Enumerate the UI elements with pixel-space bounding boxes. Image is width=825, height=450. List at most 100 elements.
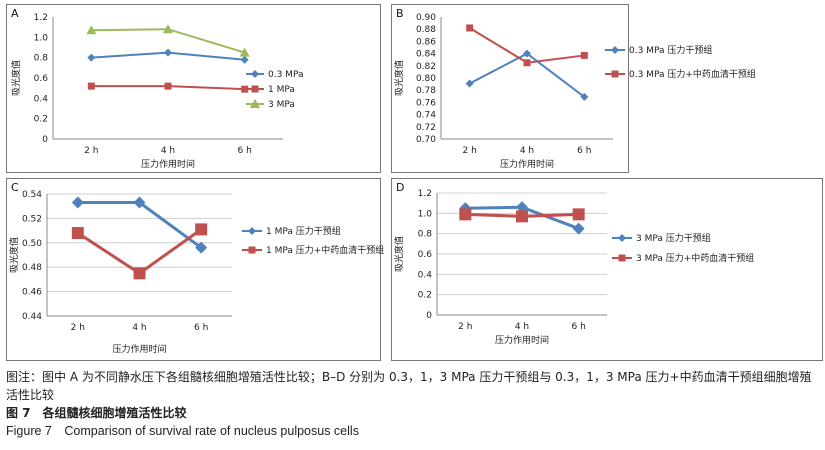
caption-english-title: Figure 7 Comparison of survival rate of … xyxy=(6,424,359,438)
panel-border xyxy=(391,4,629,173)
x-tick-label: 4 h xyxy=(520,146,534,156)
x-axis-title: 压力作用时间 xyxy=(141,158,195,170)
y-tick-label: 0 xyxy=(426,311,432,321)
data-point xyxy=(163,24,173,34)
legend-entry: 3 MPa 压力+中药血清干预组 xyxy=(612,252,754,264)
y-tick-label: 0.90 xyxy=(416,13,436,23)
data-point xyxy=(87,82,95,90)
x-tick-label: 2 h xyxy=(463,146,477,156)
data-point xyxy=(164,82,172,90)
x-tick-label: 6 h xyxy=(577,146,591,156)
x-tick-label: 6 h xyxy=(572,322,586,332)
legend-marker xyxy=(250,99,260,108)
legend-entry: 3 MPa 压力干预组 xyxy=(612,232,711,244)
y-tick-label: 0.8 xyxy=(418,230,433,240)
y-tick-label: 0.52 xyxy=(22,214,42,224)
x-tick-label: 4 h xyxy=(132,323,146,333)
x-axis-title: 压力作用时间 xyxy=(112,343,166,355)
x-tick-label: 6 h xyxy=(194,323,208,333)
legend-marker xyxy=(251,85,259,93)
y-tick-label: 0.8 xyxy=(34,54,49,64)
y-tick-label: 0.44 xyxy=(22,312,42,322)
x-axis-title: 压力作用时间 xyxy=(495,334,549,346)
y-tick-label: 0.4 xyxy=(34,94,49,104)
y-axis-title: 吸光度值 xyxy=(10,60,22,96)
y-tick-label: 0.6 xyxy=(418,250,433,260)
series-1 xyxy=(465,49,589,101)
data-point xyxy=(465,79,474,88)
data-point xyxy=(516,201,528,214)
legend-entry: 1 MPa 压力干预组 xyxy=(242,225,341,237)
chart-panel-b: B 0.70 0.72 0.74 0.76 0.78 0.80 0.82 0.84 0.86 0.8… xyxy=(391,4,756,173)
legend-entry: 1 MPa 压力+中药血清干预组 xyxy=(242,244,384,256)
data-point xyxy=(241,85,249,93)
y-tick-label: 0.6 xyxy=(34,74,49,84)
legend-label: 1 MPa xyxy=(268,85,295,95)
legend-marker xyxy=(611,70,619,78)
panel-border xyxy=(6,178,381,361)
x-axis-title: 压力作用时间 xyxy=(500,158,554,170)
data-point xyxy=(240,55,249,64)
y-tick-label: 0.2 xyxy=(418,291,432,301)
legend-marker xyxy=(618,234,626,242)
y-tick-label: 0.2 xyxy=(34,115,48,125)
caption-chinese-title: 图 7 各组髓核细胞增殖活性比较 xyxy=(6,406,187,420)
legend-label: 3 MPa 压力干预组 xyxy=(636,232,711,244)
panel-border xyxy=(6,4,381,173)
legend-label: 1 MPa 压力+中药血清干预组 xyxy=(266,244,384,256)
panel-letter: D xyxy=(396,181,404,194)
legend-marker xyxy=(611,46,619,54)
legend-marker xyxy=(248,227,256,235)
series-2 xyxy=(459,208,585,223)
data-point xyxy=(459,208,472,221)
legend-label: 0.3 MPa 压力+中药血清干预组 xyxy=(629,68,756,80)
legend-entry: 3 MPa xyxy=(246,99,295,110)
y-tick-label: 0.80 xyxy=(416,74,436,84)
panel-letter: B xyxy=(396,7,404,20)
series-2 xyxy=(71,223,208,280)
y-axis-title: 吸光度值 xyxy=(393,236,405,272)
y-axis-title: 吸光度值 xyxy=(8,237,20,273)
x-tick-label: 2 h xyxy=(84,146,98,156)
legend-label: 3 MPa 压力+中药血清干预组 xyxy=(636,252,754,264)
x-tick-label: 4 h xyxy=(515,322,529,332)
y-tick-label: 0.70 xyxy=(416,135,436,145)
data-point xyxy=(71,227,84,240)
x-tick-label: 2 h xyxy=(458,322,472,332)
chart-panel-c: C 0.44 0.46 0.48 0.50 0.52 0.54 2 h 4 h 6 h 压力作用时间… xyxy=(6,178,384,361)
panel-letter: A xyxy=(11,7,19,20)
legend-entry: 1 MPa xyxy=(246,85,295,95)
y-tick-label: 0.76 xyxy=(416,98,436,108)
data-point xyxy=(133,267,146,280)
data-point xyxy=(523,59,531,67)
y-tick-label: 0.48 xyxy=(22,263,42,273)
legend-label: 3 MPa xyxy=(268,100,295,110)
chart-panel-d: D 0 0.2 0.4 0.6 0.8 1.0 1.2 2 h 4 h 6 h 压力作用时间 吸光度值 3… xyxy=(391,178,823,361)
y-tick-label: 0.50 xyxy=(22,239,42,249)
data-point xyxy=(86,25,97,35)
y-tick-label: 0 xyxy=(42,135,48,145)
y-tick-label: 1.0 xyxy=(418,209,433,219)
x-tick-label: 6 h xyxy=(238,146,252,156)
y-tick-label: 0.86 xyxy=(416,37,436,47)
series-1 xyxy=(87,48,249,64)
data-point xyxy=(195,223,208,236)
y-tick-label: 0.4 xyxy=(418,270,433,280)
data-point xyxy=(133,196,146,209)
panel-letter: C xyxy=(11,181,19,194)
data-point xyxy=(195,241,208,254)
legend-entry: 0.3 MPa 压力+中药血清干预组 xyxy=(605,68,756,80)
y-tick-label: 0.74 xyxy=(416,111,436,121)
y-tick-label: 0.54 xyxy=(22,190,42,200)
data-point xyxy=(87,53,96,62)
data-point xyxy=(164,48,172,57)
data-point xyxy=(580,51,588,59)
series-2 xyxy=(466,24,588,67)
legend-entry: 0.3 MPa 压力干预组 xyxy=(605,44,712,56)
y-tick-label: 0.46 xyxy=(22,288,42,298)
y-tick-label: 0.88 xyxy=(416,25,436,35)
y-tick-label: 0.82 xyxy=(416,62,436,72)
series-3 xyxy=(86,24,250,57)
legend-marker xyxy=(251,70,259,78)
